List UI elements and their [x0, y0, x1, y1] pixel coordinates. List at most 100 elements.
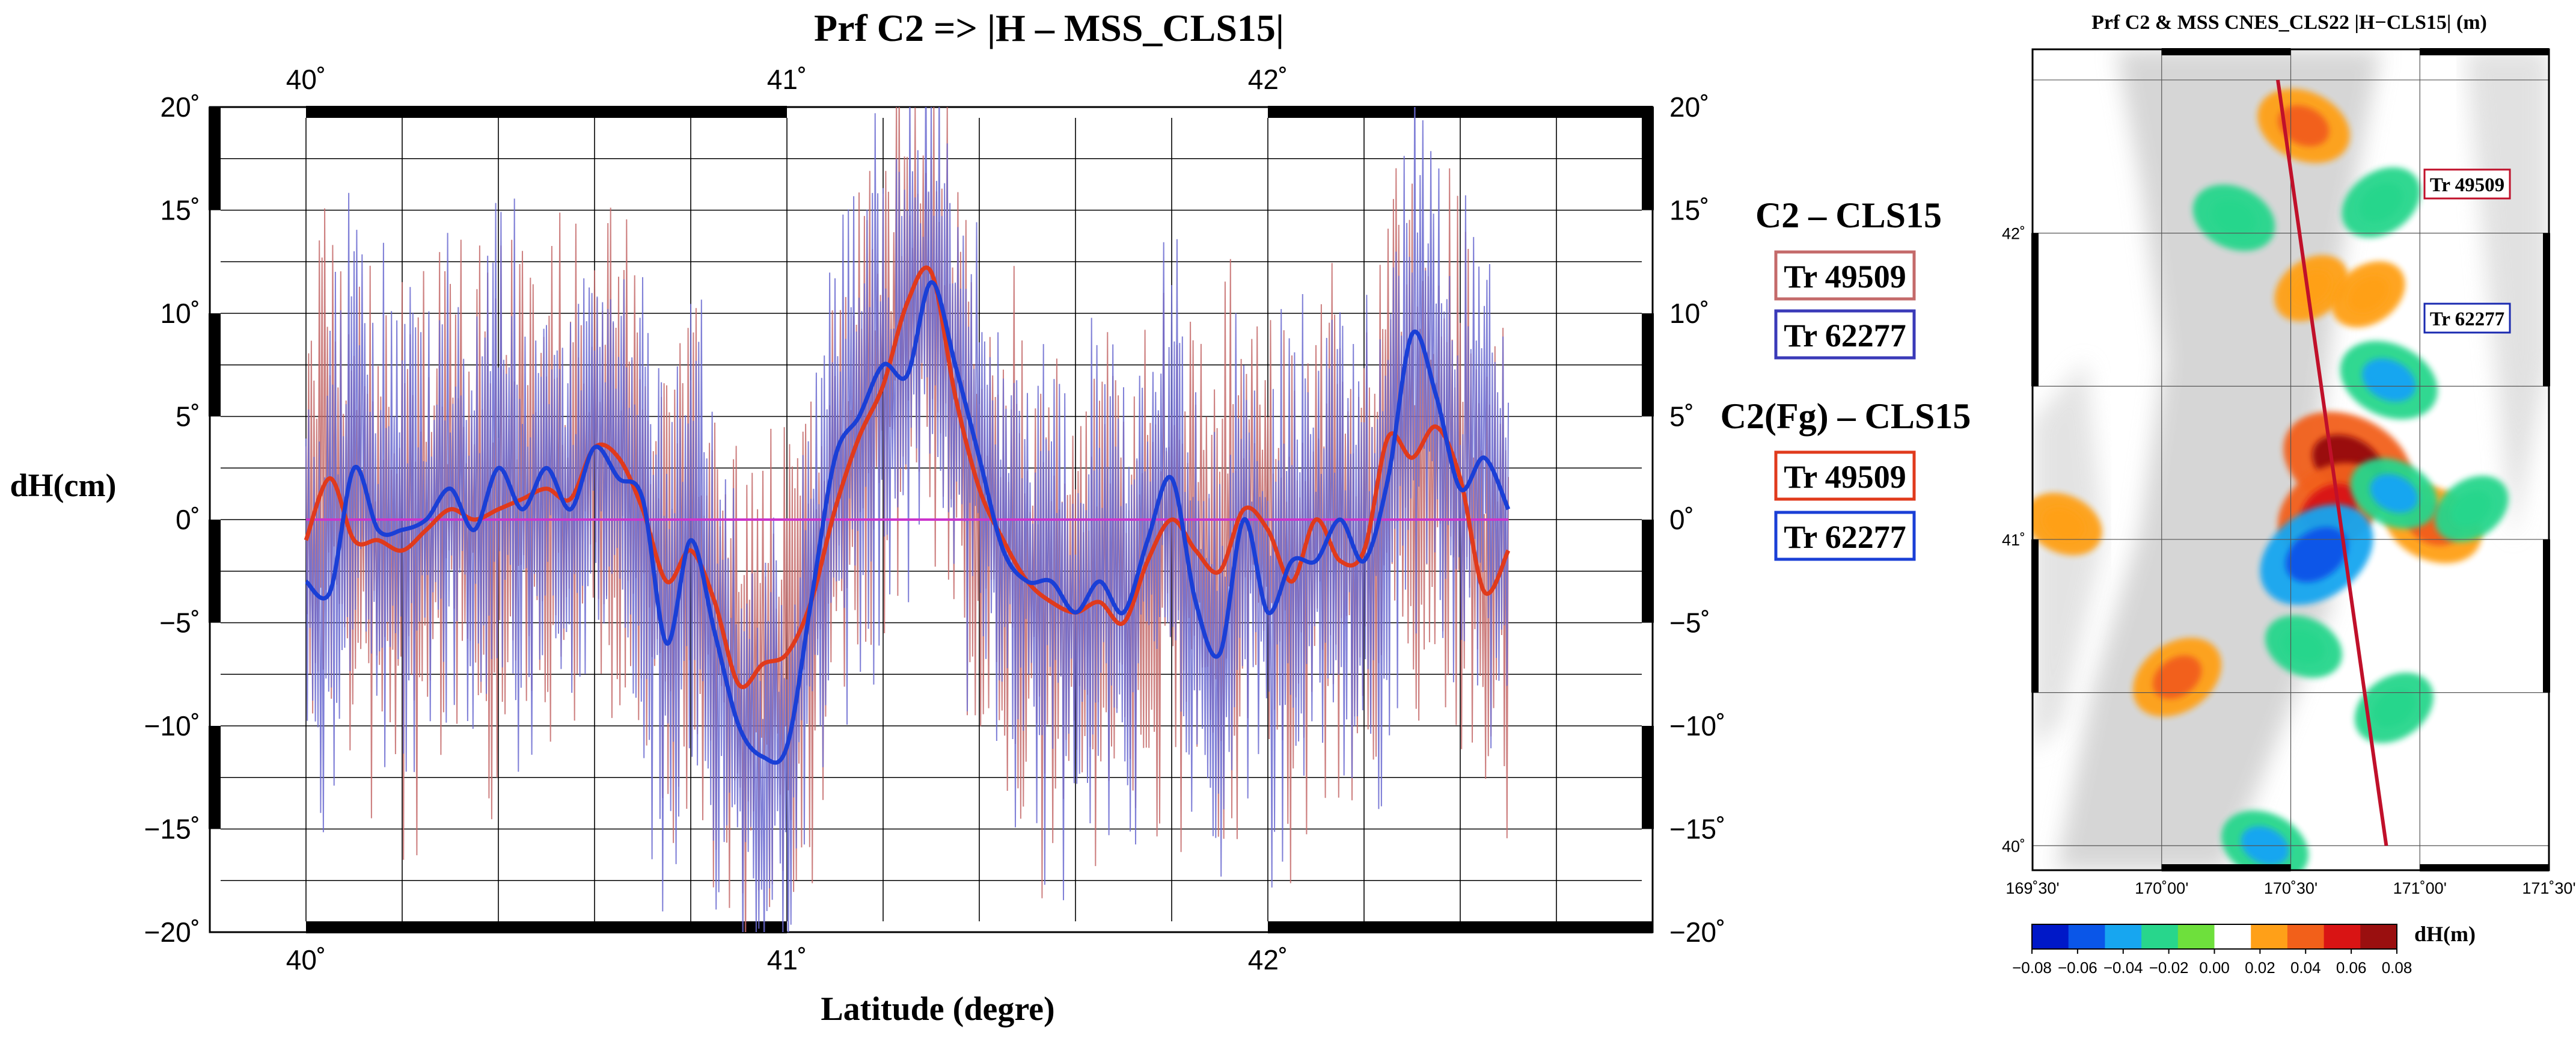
anomaly-patch-core — [2042, 506, 2085, 542]
profile-chart: Prf C2 => |H – MSS_CLS15| 40˚ 40˚ 41˚ 41˚ 42… — [10, 7, 1971, 1028]
gray-background-field-left — [2033, 361, 2104, 752]
y-tick-label-right: −15˚ — [1669, 814, 1725, 845]
map-lat-tick-label: 42˚ — [2002, 225, 2025, 243]
map-grid — [2033, 49, 2549, 870]
colorbar-tick-label: −0.08 — [2012, 959, 2052, 977]
map-lon-tick-label: 169˚30' — [2005, 879, 2059, 897]
map-tick-labels: 169˚30' 170˚00' 170˚30' 171˚00' 171˚30' 42˚ 41… — [2002, 225, 2576, 897]
map-frame-bar-left — [2031, 233, 2039, 387]
anomaly-patch-core — [2359, 183, 2403, 222]
frame-bar-bottom — [306, 921, 787, 933]
map-title: Prf C2 & MSS CNES_CLS22 |H−CLS15| (m) — [2091, 11, 2487, 34]
anomaly-patch-core — [2282, 629, 2325, 664]
colorbar-tick-label: −0.02 — [2149, 959, 2189, 977]
map-lon-tick-label: 170˚30' — [2264, 879, 2317, 897]
legend-item-tr49509-raw: Tr 49509 — [1784, 259, 1906, 295]
x-tick-label-top: 42˚ — [1248, 64, 1288, 95]
y-tick-label-right: −5˚ — [1669, 607, 1710, 639]
colorbar-segment — [2214, 924, 2251, 949]
colorbar-tick-label: −0.04 — [2103, 959, 2143, 977]
legend-group1-title: C2 – CLS15 — [1755, 195, 1942, 235]
y-tick-label-left: 0˚ — [176, 504, 200, 535]
map-lat-tick-label: 40˚ — [2002, 837, 2025, 855]
y-tick-label-left: −15˚ — [144, 814, 200, 845]
map-lon-tick-label: 171˚30' — [2522, 879, 2575, 897]
map-field — [2033, 49, 2549, 870]
y-tick-label-right: 20˚ — [1669, 91, 1709, 123]
legend-group2-title: C2(Fg) – CLS15 — [1721, 396, 1971, 436]
y-tick-label-right: 5˚ — [1669, 401, 1694, 432]
y-tick-label-left: 10˚ — [161, 298, 200, 329]
filtered-profile-lines — [304, 265, 1511, 765]
raw-trace-tr49509 — [305, 107, 1509, 932]
colorbar-tick-label: 0.06 — [2336, 959, 2367, 977]
frame-bar-left — [209, 107, 221, 210]
legend-item-tr49509-filtered: Tr 49509 — [1784, 459, 1906, 495]
y-tick-label-right: 15˚ — [1669, 195, 1709, 226]
frame-bar-right — [1642, 107, 1654, 210]
colorbar-segment — [2141, 924, 2179, 949]
colorbar: −0.08 −0.06 −0.04 −0.02 0.00 0.02 0.04 0.06 0.08 — [2012, 924, 2412, 977]
anomaly-patch-core — [2291, 270, 2332, 307]
map-label-box-tr49509 — [2423, 168, 2511, 200]
track-map: Prf C2 & MSS CNES_CLS22 |H−CLS15| (m) 16… — [2002, 11, 2576, 977]
colorbar-tick-label: −0.06 — [2058, 959, 2097, 977]
anomaly-patch-core — [2153, 656, 2202, 699]
x-tick-label-top: 40˚ — [286, 64, 326, 95]
anomaly-patch-core — [2211, 199, 2257, 236]
x-axis-label: Latitude (degre) — [821, 990, 1054, 1028]
map-frame-bar-right — [2543, 233, 2550, 387]
frame-bar-top — [306, 106, 787, 118]
anomaly-patches — [2033, 88, 2509, 870]
y-tick-label-left: −20˚ — [144, 917, 200, 948]
map-lon-tick-label: 170˚00' — [2135, 879, 2188, 897]
anomaly-patch-core — [2372, 688, 2416, 728]
anomaly-patch-core — [2285, 527, 2348, 583]
y-tick-label-left: 20˚ — [161, 91, 200, 123]
frame-bar-left — [209, 520, 221, 623]
x-tick-label-bottom: 40˚ — [286, 944, 326, 975]
map-frame-bar-top — [2161, 48, 2291, 55]
colorbar-segment — [2360, 924, 2397, 949]
legend-item-tr62277-raw: Tr 62277 — [1784, 318, 1906, 354]
y-tick-label-right: 0˚ — [1669, 504, 1694, 535]
anomaly-patch-core — [2362, 358, 2416, 402]
map-frame-bar-bottom — [2420, 864, 2549, 871]
frame-bars — [209, 106, 1654, 933]
map-frame-bar-top — [2420, 48, 2549, 55]
anomaly-patch-core — [2451, 490, 2492, 527]
filtered-line-tr62277 — [304, 280, 1511, 765]
colorbar-segment — [2251, 924, 2288, 949]
frame-bar-right — [1642, 520, 1654, 623]
chart-title: Prf C2 => |H – MSS_CLS15| — [814, 7, 1284, 49]
legend-box-tr49509-filtered — [1774, 450, 1916, 501]
anomaly-patch-core — [2348, 276, 2389, 313]
y-tick-label-right: 10˚ — [1669, 298, 1709, 329]
colorbar-tick-label: 0.00 — [2199, 959, 2230, 977]
y-tick-label-left: 5˚ — [176, 401, 200, 432]
colorbar-segment — [2105, 924, 2142, 949]
colorbar-segment — [2068, 924, 2105, 949]
colorbar-label: dH(m) — [2414, 922, 2476, 946]
frame-bar-bottom — [1268, 921, 1653, 933]
frame-bar-left — [209, 726, 221, 829]
y-tick-label-left: −10˚ — [144, 710, 200, 742]
map-frame-bar-right — [2543, 539, 2550, 693]
colorbar-segment — [2032, 924, 2069, 949]
y-tick-label-left: 15˚ — [161, 195, 200, 226]
axis-tick-labels: 40˚ 40˚ 41˚ 41˚ 42˚ 42˚ −20˚ −20˚ −15˚ −15˚ −10˚ −1… — [144, 64, 1726, 975]
map-label-tr49509: Tr 49509 — [2430, 174, 2504, 196]
raw-trace-tr62277 — [305, 107, 1509, 932]
colorbar-tick-label: 0.08 — [2382, 959, 2412, 977]
map-label-box-tr62277 — [2423, 302, 2511, 334]
colorbar-segment — [2177, 924, 2215, 949]
map-label-tr62277: Tr 62277 — [2430, 309, 2504, 330]
y-tick-label-right: −20˚ — [1669, 917, 1725, 948]
colorbar-tick-label: 0.04 — [2290, 959, 2321, 977]
map-frame-bar-bottom — [2161, 864, 2291, 871]
map-frame-bar-left — [2031, 539, 2039, 693]
map-track-line — [2276, 79, 2388, 846]
x-tick-label-bottom: 42˚ — [1248, 944, 1288, 975]
x-tick-label-top: 41˚ — [767, 64, 807, 95]
